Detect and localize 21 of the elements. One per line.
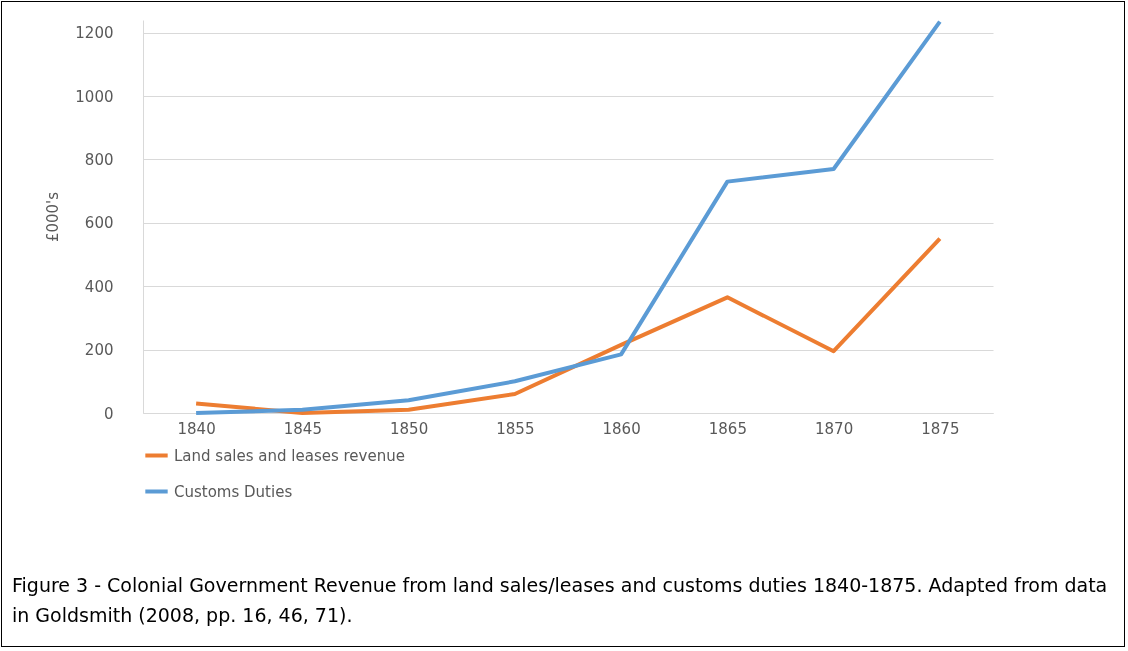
x-tick-label: 1840 [177,419,216,438]
y-tick-label: 0 [103,404,114,423]
y-axis-title: £000's [44,191,63,243]
caption: Figure 3 - Colonial Government Revenue from land sales/leases and customs duties 1840-1875. Adapted from data in Goldsmith (2008, pp. 16, 46, 71). [12,573,1109,628]
y-tick-label: 1200 [75,24,114,43]
y-tick-label: 400 [84,277,114,296]
y-tick-label: 800 [84,150,114,169]
line-series [194,236,942,415]
x-tick-label: 1870 [815,419,854,438]
x-tick-label: 1845 [283,419,322,438]
x-tick-label: 1855 [496,419,535,438]
line-series [194,19,942,415]
legend-label: Land sales and leases revenue [174,446,405,465]
y-tick-label: 1000 [75,87,114,106]
legend-label: Customs Duties [174,482,293,501]
x-tick-label: 1865 [708,419,747,438]
y-tick-label: 600 [84,214,114,233]
x-tick-label: 1875 [921,419,960,438]
x-tick-label: 1850 [390,419,429,438]
y-tick-label: 200 [84,341,114,360]
x-tick-label: 1860 [602,419,641,438]
